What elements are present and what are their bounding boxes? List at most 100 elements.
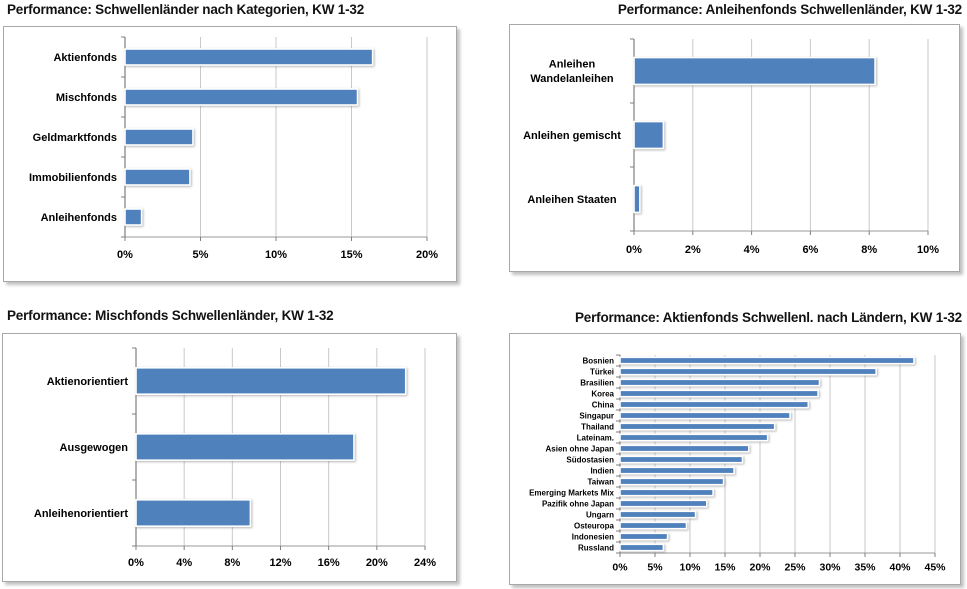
x-tick-label: 20% xyxy=(416,249,438,261)
category-label: Emerging Markets Mix xyxy=(529,488,614,497)
category-label: Singapur xyxy=(579,411,614,420)
bar-singapur xyxy=(619,411,791,420)
chart-panel-mischfonds: Aktienorientiert Ausgewogen Anleihenorient… xyxy=(2,333,457,582)
bar-ausgewogen xyxy=(135,433,355,462)
category-label: Asien ohne Japan xyxy=(546,444,615,453)
x-tick-label: 15% xyxy=(340,249,362,261)
chart-title-categories: Performance: Schwellenländer nach Katego… xyxy=(7,2,365,17)
category-label: Thailand xyxy=(581,422,614,431)
x-tick-label: 10% xyxy=(265,249,287,261)
bar-aktienfonds xyxy=(124,48,374,66)
category-label: Ausgewogen xyxy=(60,442,129,454)
category-label: Korea xyxy=(591,389,614,398)
bar-korea xyxy=(619,389,819,398)
chart-quadrant-laender: Performance: Aktienfonds Schwellenl. nac… xyxy=(487,300,967,589)
bar-chart-categories: Aktienfonds Mischfonds Geldmarktfonds Immob… xyxy=(29,36,438,261)
category-label: Anleihen Wandelanleihen xyxy=(530,59,614,85)
bar-osteuropa xyxy=(619,521,688,530)
x-tick-label: 0% xyxy=(626,244,642,256)
bar-asien-ohne-japan xyxy=(619,444,750,453)
bar-taiwan xyxy=(619,477,725,486)
category-label: Mischfonds xyxy=(56,92,117,104)
bar-chart-laender: Bosnien Türkei Brasilien Korea China Singapur… xyxy=(529,354,946,574)
category-label: Ungarn xyxy=(586,510,614,519)
bar-türkei xyxy=(619,367,878,376)
x-tick-label: 16% xyxy=(318,557,340,569)
chart-quadrant-mischfonds: Performance: Mischfonds Schwellenländer,… xyxy=(0,300,462,589)
bar-anleihen-staaten xyxy=(633,184,641,214)
x-tick-label: 8% xyxy=(224,557,240,569)
x-tick-label: 0% xyxy=(117,249,133,261)
category-label: Pazifik ohne Japan xyxy=(542,499,614,508)
category-label: Russland xyxy=(578,543,614,552)
x-tick-label: 45% xyxy=(924,562,946,574)
bar-immobilienfonds xyxy=(124,168,191,186)
chart-panel-laender: Bosnien Türkei Brasilien Korea China Singapur… xyxy=(509,333,961,585)
bar-emerging-markets-mix xyxy=(619,488,714,497)
category-label: Geldmarktfonds xyxy=(33,132,117,144)
chart-title-anleihenfonds: Performance: Anleihenfonds Schwellenländ… xyxy=(617,2,962,17)
category-label: Brasilien xyxy=(580,378,614,387)
bar-ungarn xyxy=(619,510,697,519)
category-label: Indien xyxy=(590,466,614,475)
bar-chart-anleihenfonds: Anleihen Wandelanleihen Anleihen gemischt A… xyxy=(523,38,939,256)
x-tick-label: 2% xyxy=(685,244,701,256)
x-tick-label: 0% xyxy=(612,562,628,574)
x-tick-label: 0% xyxy=(128,557,144,569)
bar-lateinam- xyxy=(619,433,769,442)
category-label: Aktienfonds xyxy=(53,52,117,64)
x-tick-label: 4% xyxy=(176,557,192,569)
category-label: Anleihenorientiert xyxy=(34,508,128,520)
category-label: Taiwan xyxy=(587,477,614,486)
bar-thailand xyxy=(619,422,776,431)
bar-anleihenorientiert xyxy=(135,499,252,528)
category-label: Osteuropa xyxy=(574,521,615,530)
bar-chart-mischfonds: Aktienorientiert Ausgewogen Anleihenorient… xyxy=(34,347,436,569)
x-tick-label: 10% xyxy=(679,562,701,574)
category-label: Südostasien xyxy=(566,455,614,464)
bar-südostasien xyxy=(619,455,744,464)
x-tick-label: 10% xyxy=(917,244,939,256)
chart-title-mischfonds: Performance: Mischfonds Schwellenländer,… xyxy=(7,308,334,323)
x-tick-label: 8% xyxy=(861,244,877,256)
category-label: Türkei xyxy=(590,367,614,376)
bar-pazifik-ohne-japan xyxy=(619,499,708,508)
x-tick-label: 25% xyxy=(784,562,806,574)
category-label: Bosnien xyxy=(582,356,614,365)
bar-anleihen-gemischt xyxy=(633,120,665,150)
bar-china xyxy=(619,400,810,409)
x-tick-label: 20% xyxy=(366,557,388,569)
category-label: China xyxy=(592,400,615,409)
category-label: Aktienorientiert xyxy=(47,376,129,388)
x-tick-label: 40% xyxy=(889,562,911,574)
category-label: Anleihen gemischt xyxy=(523,130,621,142)
x-tick-label: 5% xyxy=(193,249,209,261)
bar-brasilien xyxy=(619,378,821,387)
category-label: Anleihen Staaten xyxy=(527,194,617,206)
chart-title-laender: Performance: Aktienfonds Schwellenl. nac… xyxy=(575,310,962,325)
bar-indien xyxy=(619,466,735,475)
bar-russland xyxy=(619,543,665,552)
bar-anleihen-wandelanleihen xyxy=(633,56,876,86)
x-tick-label: 24% xyxy=(414,557,436,569)
bar-bosnien xyxy=(619,356,915,365)
bar-mischfonds xyxy=(124,88,359,106)
x-tick-label: 35% xyxy=(854,562,876,574)
chart-panel-anleihenfonds: Anleihen Wandelanleihen Anleihen gemischt A… xyxy=(509,24,960,272)
x-tick-label: 12% xyxy=(269,557,291,569)
category-label: Anleihenfonds xyxy=(41,212,117,224)
bar-aktienorientiert xyxy=(135,366,407,395)
category-label: Immobilienfonds xyxy=(29,172,117,184)
chart-panel-categories: Aktienfonds Mischfonds Geldmarktfonds Immob… xyxy=(3,26,457,282)
x-tick-label: 20% xyxy=(749,562,771,574)
x-tick-label: 5% xyxy=(647,562,663,574)
category-label: Indonesien xyxy=(572,532,614,541)
bar-anleihenfonds xyxy=(124,208,143,226)
x-tick-label: 15% xyxy=(714,562,736,574)
bar-indonesien xyxy=(619,532,669,541)
x-tick-label: 4% xyxy=(744,244,760,256)
x-tick-label: 6% xyxy=(802,244,818,256)
category-label: Lateinam. xyxy=(577,433,614,442)
x-tick-label: 30% xyxy=(819,562,841,574)
